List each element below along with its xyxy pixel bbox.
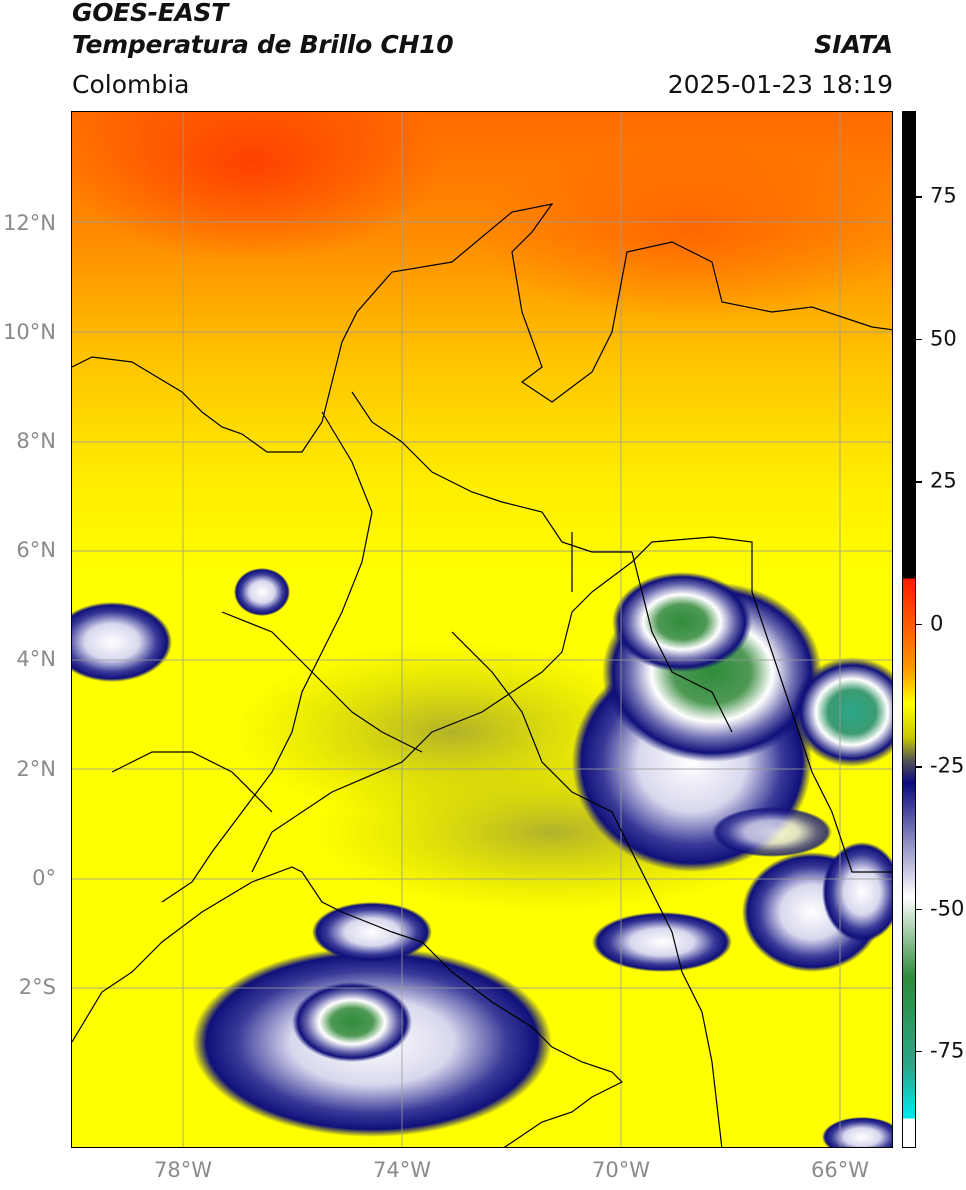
lat-label: 6°N xyxy=(16,538,56,562)
lat-label: 2°S xyxy=(18,975,56,999)
lat-label: 0° xyxy=(32,866,56,890)
colorbar-tick xyxy=(916,481,922,483)
warm-region xyxy=(472,142,892,322)
colorbar xyxy=(902,111,916,1148)
title-satellite: GOES-EAST xyxy=(72,0,229,27)
brand-label: SIATA xyxy=(814,30,893,59)
colorbar-tick-label: 0 xyxy=(930,611,944,636)
lon-label: 70°W xyxy=(592,1158,650,1182)
colorbar-tick xyxy=(916,196,922,198)
lat-label: 10°N xyxy=(3,320,56,344)
gridlines xyxy=(72,112,892,1147)
map-panel[interactable] xyxy=(71,111,893,1148)
colorbar-tick xyxy=(916,766,922,768)
lat-label: 4°N xyxy=(16,647,56,671)
colorbar-tick-label: 50 xyxy=(930,326,957,351)
colorbar-tick xyxy=(916,1051,922,1053)
colorbar-tick xyxy=(916,908,922,910)
lat-label: 2°N xyxy=(16,757,56,781)
lat-label: 12°N xyxy=(3,211,56,235)
timestamp: 2025-01-23 18:19 xyxy=(667,70,893,99)
colorbar-tick-label: 75 xyxy=(930,183,957,208)
colorbar-tick-label: -75 xyxy=(930,1038,965,1063)
region-label: Colombia xyxy=(72,70,190,99)
title-product: Temperatura de Brillo CH10 xyxy=(72,30,454,59)
lon-label: 66°W xyxy=(811,1158,869,1182)
colorbar-tick xyxy=(916,338,922,341)
colorbar-tick-label: -25 xyxy=(930,753,965,778)
lon-label: 74°W xyxy=(373,1158,431,1182)
satellite-map[interactable] xyxy=(72,112,893,1148)
warm-region xyxy=(72,112,442,262)
colorbar-tick-label: -50 xyxy=(930,896,965,921)
lat-label: 8°N xyxy=(16,429,56,453)
colorbar-tick-label: 25 xyxy=(930,468,957,493)
lon-label: 78°W xyxy=(154,1158,212,1182)
borders xyxy=(72,203,892,1147)
colorbar-tick xyxy=(916,623,922,626)
